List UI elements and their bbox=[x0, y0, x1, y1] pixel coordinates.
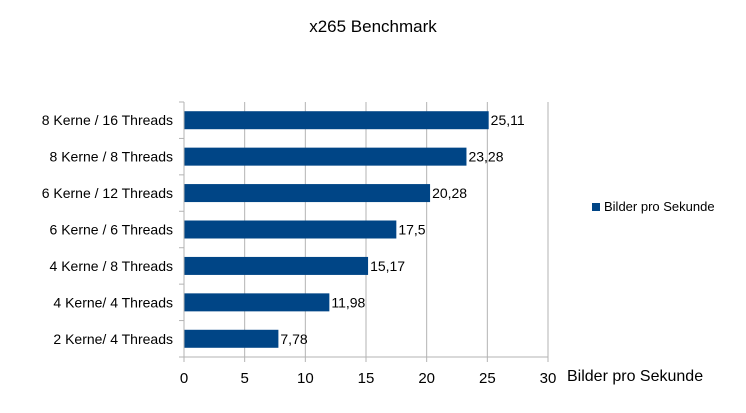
label-layer: 8 Kerne / 16 Threads 25,11 8 Kerne / 8 Thr… bbox=[42, 112, 525, 347]
bar-layer bbox=[184, 111, 489, 348]
category-label: 6 Kerne / 6 Threads bbox=[50, 222, 173, 238]
data-label: 15,17 bbox=[370, 258, 405, 274]
x-tick-label: 15 bbox=[358, 370, 375, 387]
x-tick-label: 10 bbox=[297, 370, 314, 387]
chart-title: x265 Benchmark bbox=[309, 17, 437, 36]
data-label: 17,5 bbox=[398, 222, 425, 238]
data-label: 11,98 bbox=[331, 294, 365, 310]
bar bbox=[184, 111, 489, 130]
legend: Bilder pro Sekunde bbox=[592, 199, 715, 214]
category-label: 8 Kerne / 8 Threads bbox=[50, 149, 173, 165]
x-tick-label: 30 bbox=[540, 370, 557, 387]
bar bbox=[184, 184, 431, 203]
data-label: 25,11 bbox=[491, 112, 525, 128]
category-label: 4 Kerne/ 4 Threads bbox=[53, 294, 173, 310]
category-label: 8 Kerne / 16 Threads bbox=[42, 112, 173, 128]
bar bbox=[184, 256, 369, 275]
bar bbox=[184, 329, 279, 348]
x-tick-label: 0 bbox=[180, 370, 188, 387]
data-label: 7,78 bbox=[280, 331, 307, 347]
x-tick-label: 20 bbox=[418, 370, 435, 387]
bar bbox=[184, 293, 330, 312]
data-label: 20,28 bbox=[432, 185, 467, 201]
legend-swatch bbox=[592, 202, 600, 211]
category-label: 4 Kerne / 8 Threads bbox=[50, 258, 173, 274]
axis-layer: 0 5 10 15 20 25 30 bbox=[179, 101, 557, 387]
data-label: 23,28 bbox=[468, 149, 503, 165]
x-axis-title: Bilder pro Sekunde bbox=[567, 368, 704, 385]
x-tick-label: 5 bbox=[240, 370, 248, 387]
category-label: 6 Kerne / 12 Threads bbox=[42, 185, 173, 201]
bar bbox=[184, 220, 397, 239]
legend-label: Bilder pro Sekunde bbox=[604, 199, 715, 214]
bar bbox=[184, 147, 467, 166]
x-tick-label: 25 bbox=[479, 370, 496, 387]
category-label: 2 Kerne/ 4 Threads bbox=[53, 331, 173, 347]
